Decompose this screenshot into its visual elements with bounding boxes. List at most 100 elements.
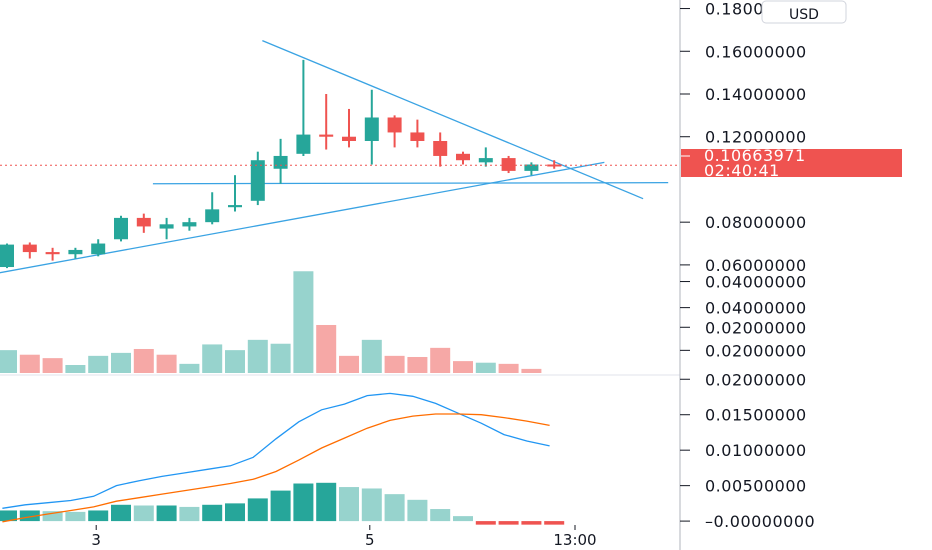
volume-tick-label: 0.04000000 bbox=[705, 273, 807, 292]
macd-histogram-bar bbox=[88, 510, 109, 522]
volume-bar bbox=[361, 339, 382, 373]
currency-badge-box[interactable] bbox=[761, 0, 847, 24]
macd-histogram-bar bbox=[339, 487, 359, 522]
time-tick-label: 13:00 bbox=[553, 531, 596, 549]
macd-histogram-bar bbox=[316, 482, 337, 522]
candle-body bbox=[410, 132, 425, 141]
candle-body bbox=[114, 217, 128, 240]
volume-bar bbox=[65, 364, 86, 373]
candle-body bbox=[45, 252, 60, 255]
currency-label: USD bbox=[789, 7, 819, 23]
candle-body bbox=[68, 249, 83, 255]
volume-bar bbox=[270, 343, 291, 373]
volume-bar bbox=[88, 355, 109, 373]
candle-body bbox=[273, 155, 288, 169]
macd-histogram-layer bbox=[0, 482, 565, 525]
macd-histogram-bar bbox=[544, 521, 565, 525]
candle-body bbox=[0, 244, 14, 268]
macd-histogram-bar bbox=[0, 510, 17, 522]
trendline-1[interactable] bbox=[0, 161, 605, 275]
volume-bar bbox=[0, 350, 17, 373]
volume-bar bbox=[202, 344, 223, 373]
candle-body bbox=[182, 222, 197, 227]
macd-histogram-bar bbox=[247, 498, 268, 522]
volume-bar bbox=[475, 362, 496, 373]
trendlines-layer[interactable] bbox=[0, 39, 669, 276]
candle-body bbox=[22, 244, 37, 253]
candle-body bbox=[501, 158, 516, 171]
macd-histogram-bar bbox=[156, 505, 177, 522]
volume-bar bbox=[111, 352, 131, 373]
currency-badge[interactable]: USD bbox=[761, 0, 847, 24]
time-tick-label: 3 bbox=[91, 531, 101, 549]
volume-bar bbox=[293, 271, 314, 373]
macd-histogram-bar bbox=[407, 499, 428, 522]
candle-body bbox=[433, 140, 448, 156]
macd-histogram-bar bbox=[453, 516, 473, 522]
volume-bar bbox=[156, 354, 177, 373]
macd-histogram-bar bbox=[430, 509, 451, 522]
time-tick-label: 5 bbox=[365, 531, 375, 549]
macd-histogram-bar bbox=[225, 503, 245, 522]
volume-bar bbox=[453, 361, 473, 373]
volume-bar bbox=[316, 324, 337, 373]
volume-bar bbox=[384, 355, 405, 373]
macd-axis[interactable]: 0.02000000 0.01500000 0.01000000 0.00500000… bbox=[680, 370, 815, 531]
current-price-value: 0.10663971 bbox=[704, 146, 806, 165]
macd-histogram-bar bbox=[202, 504, 223, 522]
price-tick-label: 0.16000000 bbox=[705, 42, 807, 61]
time-axis[interactable]: 3 5 13:00 bbox=[91, 525, 597, 549]
macd-histogram-bar bbox=[475, 521, 496, 525]
volume-bar bbox=[521, 368, 542, 373]
price-pane[interactable] bbox=[0, 39, 680, 276]
macd-tick-label: 0.00500000 bbox=[705, 477, 807, 496]
volume-tick-label: 0.02000000 bbox=[705, 318, 807, 337]
candle-body bbox=[364, 117, 379, 141]
macd-line bbox=[2, 392, 550, 509]
candle-body bbox=[250, 160, 265, 201]
macd-histogram-bar bbox=[293, 483, 314, 522]
macd-histogram-bar bbox=[133, 505, 154, 522]
macd-histogram-bar bbox=[65, 511, 86, 522]
candle-body bbox=[456, 153, 470, 161]
macd-pane[interactable] bbox=[0, 392, 565, 525]
candle-body bbox=[478, 158, 493, 163]
trendline-2[interactable] bbox=[152, 182, 669, 185]
volume-bar bbox=[498, 363, 519, 373]
macd-tick-label: 0.01000000 bbox=[705, 441, 807, 460]
macd-tick-label: 0.02000000 bbox=[705, 370, 807, 389]
trendline-3[interactable] bbox=[262, 39, 644, 200]
current-price-tag: 0.10663971 02:40:41 bbox=[681, 146, 902, 180]
candle-body bbox=[91, 243, 106, 255]
macd-histogram-bar bbox=[384, 494, 405, 522]
volume-bar bbox=[407, 356, 428, 373]
candle-body bbox=[342, 136, 356, 141]
macd-tick-label: 0.01500000 bbox=[705, 406, 807, 425]
volume-bar bbox=[42, 358, 63, 373]
candle-body bbox=[387, 117, 402, 133]
candle-body bbox=[547, 164, 562, 167]
candle-body bbox=[296, 134, 311, 154]
volume-bar bbox=[247, 339, 268, 373]
volume-bar bbox=[19, 354, 40, 373]
candle-body bbox=[524, 164, 539, 171]
volume-bar bbox=[133, 348, 154, 373]
candle-body bbox=[319, 134, 334, 137]
macd-histogram-bar bbox=[111, 504, 131, 522]
volume-bar bbox=[225, 350, 245, 373]
volume-pane bbox=[0, 271, 542, 373]
macd-histogram-bar bbox=[498, 521, 519, 525]
macd-histogram-bar bbox=[42, 511, 63, 522]
price-tick-label: 0.04000000 bbox=[705, 299, 807, 318]
price-tick-label: 0.08000000 bbox=[705, 213, 807, 232]
macd-histogram-bar bbox=[361, 488, 382, 522]
volume-bar bbox=[179, 363, 200, 373]
candle-body bbox=[228, 205, 242, 208]
signal-line bbox=[2, 413, 550, 523]
macd-histogram-bar bbox=[270, 490, 291, 522]
current-price-tag-box bbox=[681, 149, 902, 177]
candle-body bbox=[159, 224, 174, 229]
